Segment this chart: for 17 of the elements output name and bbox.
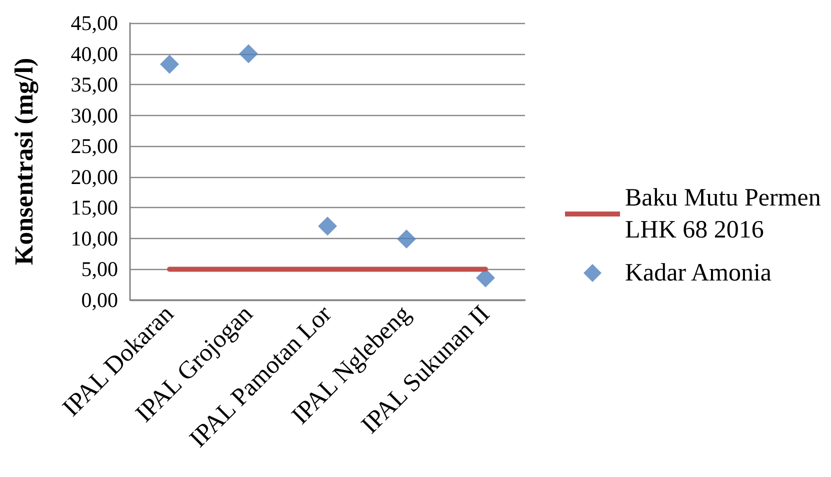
point [397, 230, 416, 249]
y-tick-label: 20,00 [70, 164, 118, 189]
y-axis-title: Konsentrasi (mg/l) [10, 58, 38, 266]
y-tick-label: 15,00 [70, 196, 118, 220]
y-tick-label: 5,00 [81, 257, 118, 282]
y-tick-label: 10,00 [70, 226, 118, 250]
y-tick-label: 0,00 [81, 288, 118, 312]
point [318, 216, 337, 236]
y-tick-label: 25,00 [70, 134, 118, 158]
y-tick-label: 45,00 [70, 11, 118, 35]
legend-label: Kadar Amonia [625, 260, 772, 286]
point [160, 54, 179, 74]
y-tick-label: 40,00 [70, 42, 118, 66]
legend-label: Baku Mutu Permen LHK 68 2016 [625, 184, 828, 244]
y-tick-label: 35,00 [70, 72, 118, 97]
y-tick-label: 30,00 [70, 103, 118, 128]
point [239, 44, 258, 64]
